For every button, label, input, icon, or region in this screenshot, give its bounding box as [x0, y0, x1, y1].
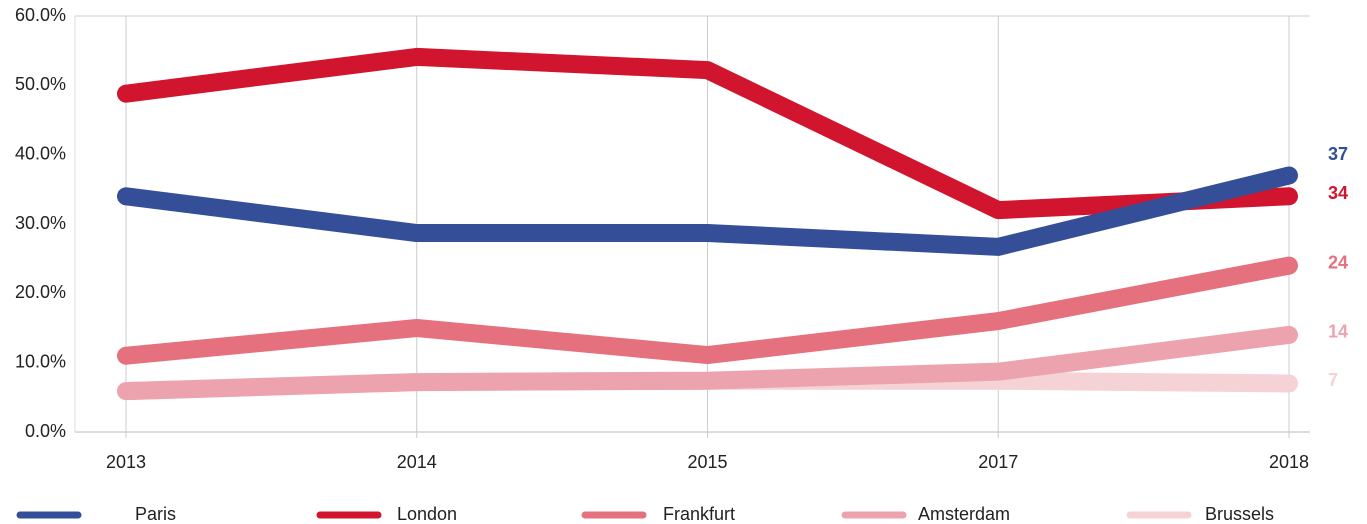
end-label: 37 [1328, 144, 1348, 164]
y-tick-label: 50.0% [15, 74, 66, 94]
series-line [117, 256, 1298, 365]
x-tick-label: 2013 [106, 452, 146, 472]
x-tick-label: 2018 [1269, 452, 1309, 472]
y-tick-label: 30.0% [15, 213, 66, 233]
x-tick-label: 2014 [397, 452, 437, 472]
legend-label: Brussels [1205, 504, 1274, 524]
end-label: 24 [1328, 252, 1348, 272]
y-tick-label: 60.0% [15, 5, 66, 25]
legend-label: London [397, 504, 457, 524]
series-line [117, 325, 1298, 401]
legend-label: Frankfurt [663, 504, 735, 524]
y-tick-label: 10.0% [15, 351, 66, 371]
end-label: 34 [1328, 183, 1348, 203]
end-label: 7 [1328, 370, 1338, 390]
legend-label: Paris [135, 504, 176, 524]
series-line [117, 166, 1298, 256]
x-tick-label: 2017 [978, 452, 1018, 472]
legend-label: Amsterdam [918, 504, 1010, 524]
end-label: 14 [1328, 322, 1348, 342]
x-tick-label: 2015 [687, 452, 727, 472]
y-tick-label: 0.0% [25, 421, 66, 441]
y-tick-label: 40.0% [15, 143, 66, 163]
y-tick-label: 20.0% [15, 282, 66, 302]
series-line [117, 47, 1298, 220]
